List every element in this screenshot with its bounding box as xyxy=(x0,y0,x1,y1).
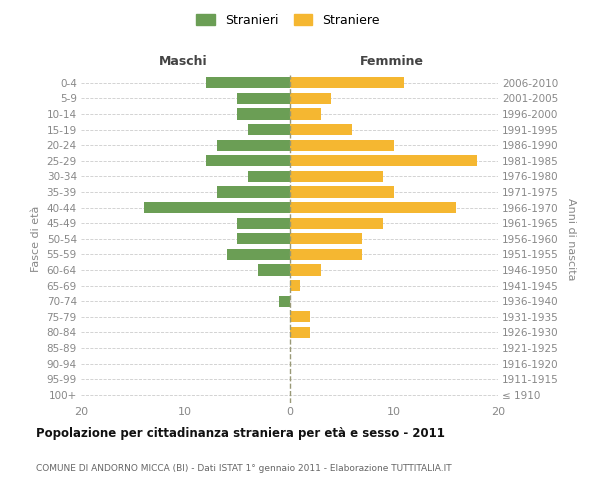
Bar xyxy=(290,124,352,135)
Bar xyxy=(238,108,290,120)
Bar xyxy=(238,218,290,229)
Text: Femmine: Femmine xyxy=(359,56,424,68)
Bar xyxy=(279,296,290,306)
Bar xyxy=(227,248,290,260)
Bar xyxy=(206,155,290,166)
Bar xyxy=(290,93,331,104)
Y-axis label: Fasce di età: Fasce di età xyxy=(31,206,41,272)
Bar xyxy=(290,218,383,229)
Bar xyxy=(290,171,383,182)
Bar xyxy=(258,264,290,276)
Bar xyxy=(217,186,290,198)
Text: Popolazione per cittadinanza straniera per età e sesso - 2011: Popolazione per cittadinanza straniera p… xyxy=(36,428,445,440)
Bar xyxy=(290,140,394,151)
Y-axis label: Anni di nascita: Anni di nascita xyxy=(566,198,576,280)
Bar xyxy=(290,233,362,244)
Text: COMUNE DI ANDORNO MICCA (BI) - Dati ISTAT 1° gennaio 2011 - Elaborazione TUTTITA: COMUNE DI ANDORNO MICCA (BI) - Dati ISTA… xyxy=(36,464,452,473)
Bar xyxy=(290,155,477,166)
Bar xyxy=(290,280,300,291)
Bar xyxy=(143,202,290,213)
Bar xyxy=(290,77,404,88)
Bar xyxy=(217,140,290,151)
Bar xyxy=(206,77,290,88)
Bar xyxy=(248,124,290,135)
Bar xyxy=(290,108,321,120)
Bar xyxy=(290,186,394,198)
Bar xyxy=(238,93,290,104)
Bar xyxy=(290,248,362,260)
Bar xyxy=(290,326,310,338)
Text: Maschi: Maschi xyxy=(159,56,208,68)
Bar xyxy=(290,311,310,322)
Bar xyxy=(248,171,290,182)
Bar xyxy=(290,264,321,276)
Bar xyxy=(290,202,457,213)
Bar xyxy=(238,233,290,244)
Legend: Stranieri, Straniere: Stranieri, Straniere xyxy=(191,8,385,32)
